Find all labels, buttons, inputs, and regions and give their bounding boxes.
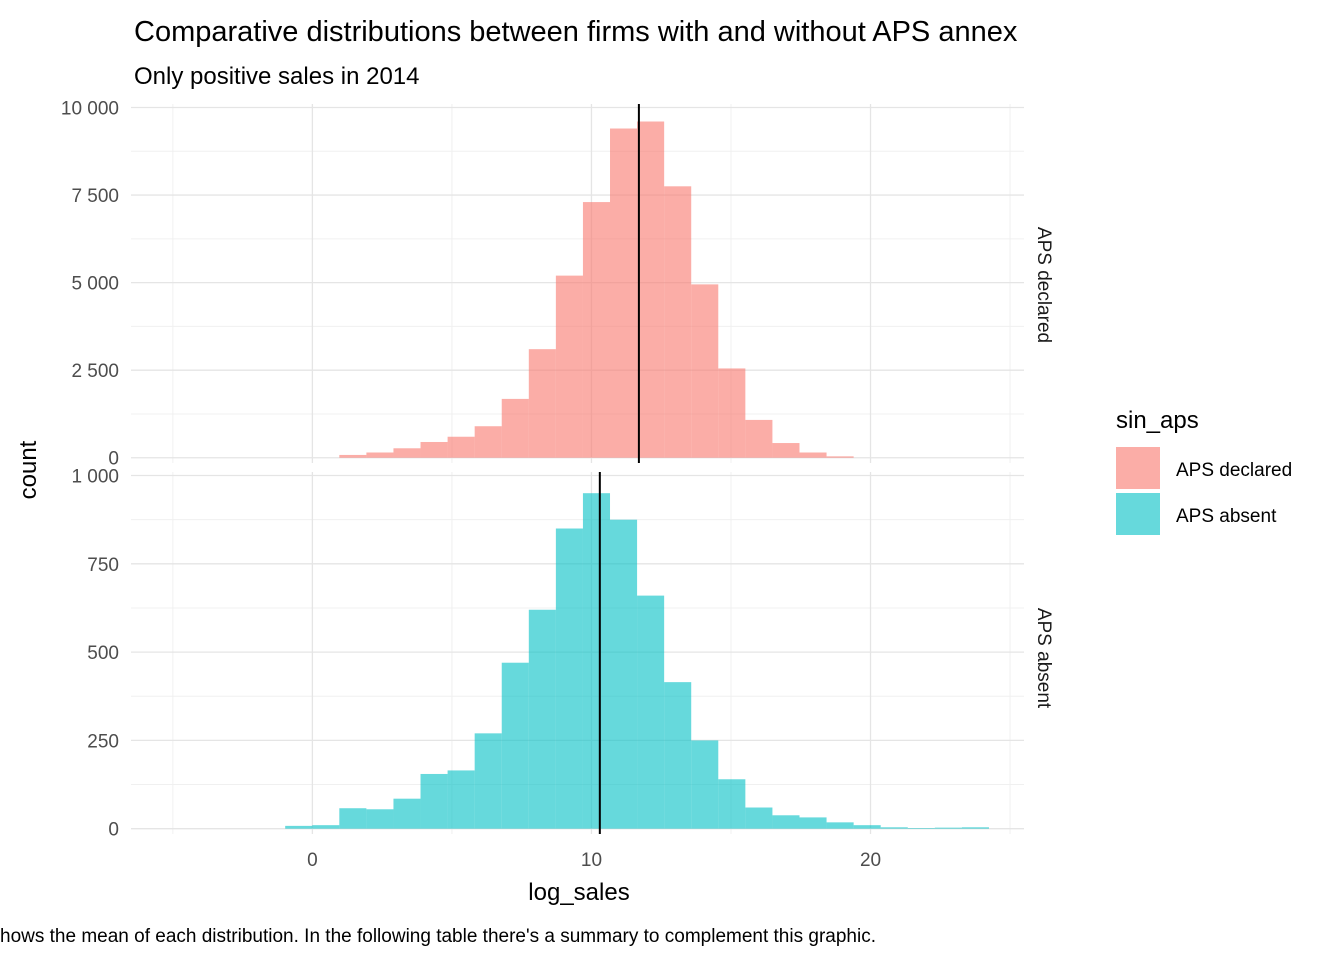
histogram-bar xyxy=(366,452,394,458)
histogram-bar xyxy=(339,454,367,458)
histogram-bar xyxy=(826,822,854,829)
histogram-bar xyxy=(501,662,529,829)
histogram-bar xyxy=(772,443,800,458)
legend-label-aps-absent: APS absent xyxy=(1176,506,1277,527)
histogram-bar xyxy=(528,349,556,458)
histogram-bar xyxy=(555,528,583,829)
y-tick-label: 5 000 xyxy=(71,274,119,295)
x-tick-label: 10 xyxy=(581,850,602,871)
y-tick-label: 750 xyxy=(87,555,119,576)
x-tick-label: 20 xyxy=(860,850,881,871)
legend-swatch-aps-declared xyxy=(1116,447,1160,489)
histogram-bar xyxy=(718,779,746,829)
histogram-bar xyxy=(637,595,665,829)
chart-title: Comparative distributions between firms … xyxy=(134,16,1018,48)
histogram-bar xyxy=(664,186,692,458)
histogram-bar xyxy=(961,827,989,829)
histogram-bar xyxy=(691,284,719,458)
histogram-bar xyxy=(447,436,475,458)
histogram-bar xyxy=(501,398,529,458)
histogram-bar xyxy=(799,817,827,829)
histogram-bar xyxy=(610,128,638,458)
y-tick-label: 1 000 xyxy=(71,467,119,488)
histogram-bar xyxy=(528,609,556,829)
histogram-bar xyxy=(745,419,773,458)
chart-subtitle: Only positive sales in 2014 xyxy=(134,63,420,90)
histogram-bar xyxy=(934,827,962,829)
histogram-bar xyxy=(555,275,583,458)
y-tick-label: 7 500 xyxy=(71,186,119,207)
legend-label-aps-declared: APS declared xyxy=(1176,460,1292,481)
histogram-bar xyxy=(312,825,340,829)
x-tick-label: 0 xyxy=(307,850,318,871)
histogram-bar xyxy=(637,121,665,458)
facet-aps-absent: 0 250 500 750 1 000 xyxy=(71,467,1024,841)
histogram-bar xyxy=(610,519,638,829)
y-tick-label: 0 xyxy=(108,820,119,841)
histogram-bar xyxy=(907,827,935,829)
histogram-bar xyxy=(826,456,854,458)
histogram-bar xyxy=(691,740,719,829)
y-tick-label: 2 500 xyxy=(71,361,119,382)
y-axis-title: count xyxy=(15,440,42,499)
histogram-bar xyxy=(799,452,827,458)
histogram-bar xyxy=(772,815,800,829)
histogram-bar xyxy=(664,682,692,829)
histogram-bar xyxy=(582,493,611,829)
y-tick-label: 10 000 xyxy=(61,99,119,120)
histogram-bar xyxy=(474,733,502,829)
histogram-bar xyxy=(447,770,475,829)
legend-title: sin_aps xyxy=(1116,407,1199,434)
y-tick-label: 500 xyxy=(87,643,119,664)
histogram-bar xyxy=(880,827,908,829)
histogram-bar xyxy=(420,773,448,829)
histogram-bar xyxy=(366,809,394,829)
legend-swatch-aps-absent xyxy=(1116,493,1160,535)
histogram-bar xyxy=(420,441,448,458)
legend: sin_aps APS declared APS absent xyxy=(1116,407,1292,535)
facet-aps-declared: 0 2 500 5 000 7 500 10 000 xyxy=(61,99,1024,470)
histogram-bar xyxy=(718,368,746,458)
y-tick-label: 0 xyxy=(108,449,119,470)
histogram-bar xyxy=(474,426,502,458)
histogram-bar xyxy=(339,808,367,829)
x-axis: 0 10 20 xyxy=(307,850,881,871)
histogram-bar xyxy=(745,807,773,829)
histogram-bar xyxy=(853,825,881,829)
histogram-bar xyxy=(582,202,611,458)
chart-caption: hows the mean of each distribution. In t… xyxy=(0,926,876,947)
histogram-bar xyxy=(393,448,421,458)
x-axis-title: log_sales xyxy=(528,879,629,906)
strip-label-aps-absent: APS absent xyxy=(1033,608,1054,709)
histogram-bar xyxy=(393,798,421,829)
y-tick-label: 250 xyxy=(87,731,119,752)
strip-label-aps-declared: APS declared xyxy=(1033,227,1054,343)
histogram-bar xyxy=(285,825,313,829)
